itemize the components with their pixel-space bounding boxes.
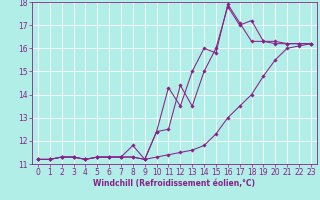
X-axis label: Windchill (Refroidissement éolien,°C): Windchill (Refroidissement éolien,°C) <box>93 179 255 188</box>
